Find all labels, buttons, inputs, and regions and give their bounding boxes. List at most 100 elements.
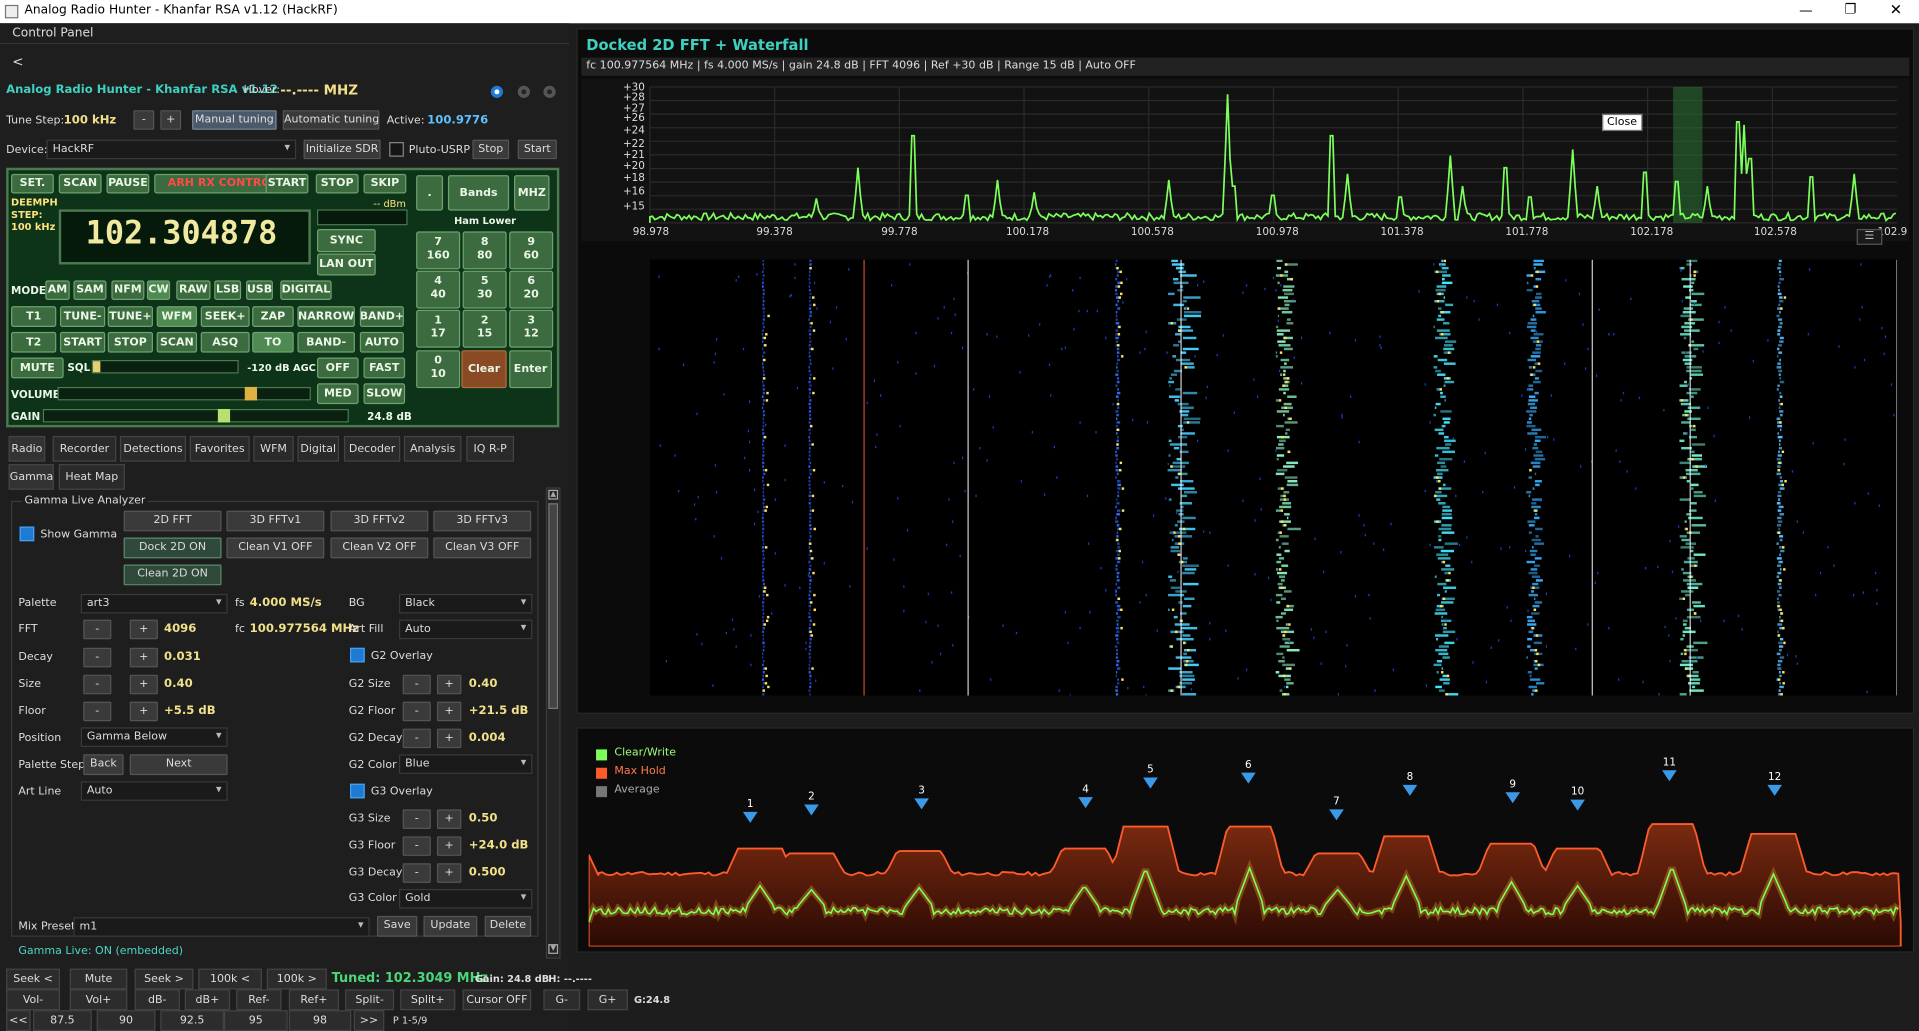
tab[interactable]: Heat Map	[58, 464, 125, 490]
g2decay-plus-button[interactable]: +	[436, 728, 462, 749]
close-tooltip[interactable]: Close	[1602, 113, 1642, 132]
scroll-down-icon[interactable]: ▼	[548, 944, 559, 954]
g2size-plus-button[interactable]: +	[436, 674, 462, 695]
row2-button[interactable]: ASQ	[200, 331, 250, 353]
size-plus-button[interactable]: +	[129, 674, 158, 695]
fft-minus-button[interactable]: -	[83, 619, 112, 640]
floor-plus-button[interactable]: +	[129, 701, 158, 722]
g2size-minus-button[interactable]: -	[402, 674, 431, 695]
row1-button[interactable]: BAND+	[359, 306, 404, 327]
g3size-minus-button[interactable]: -	[402, 809, 431, 829]
g2floor-minus-button[interactable]: -	[402, 701, 431, 722]
mode-button[interactable]: NFM	[111, 280, 145, 301]
tab[interactable]: Detections	[119, 435, 187, 462]
delete-button[interactable]: Delete	[484, 915, 532, 937]
bottom-button[interactable]: <<	[6, 1010, 31, 1031]
mode-button[interactable]: DIGITAL	[280, 280, 332, 301]
fft-plus-button[interactable]: +	[129, 619, 158, 640]
clean-2d-button[interactable]: Clean 2D ON	[123, 564, 222, 586]
tab[interactable]: IQ R-P	[466, 435, 515, 462]
bottom-button[interactable]: 87.5	[33, 1010, 92, 1031]
radio-top-button[interactable]: SCAN	[58, 173, 102, 194]
decay-plus-button[interactable]: +	[129, 647, 158, 668]
g2floor-plus-button[interactable]: +	[436, 701, 462, 722]
keypad-key[interactable]: 6 20	[509, 270, 554, 309]
radio-top-button[interactable]: STOP	[315, 173, 359, 194]
gamma-clean-button[interactable]: Clean V3 OFF	[433, 537, 532, 559]
art-fill-select[interactable]: Auto	[398, 619, 533, 640]
keypad-key[interactable]: 0 10	[416, 350, 461, 389]
keypad-key[interactable]: 4 40	[416, 270, 461, 309]
bottom-button[interactable]: Split-	[345, 989, 395, 1011]
art-line-select[interactable]: Auto	[80, 781, 228, 801]
g2-color-select[interactable]: Blue	[398, 754, 533, 774]
mode-button[interactable]: CW	[146, 280, 171, 301]
mode-button[interactable]: AM	[45, 280, 70, 301]
med-button[interactable]: MED	[316, 383, 359, 405]
bands-button[interactable]: Bands	[447, 175, 510, 211]
row2-button[interactable]: START	[59, 331, 106, 353]
bottom-button[interactable]: 98	[288, 1010, 352, 1031]
palette-next-button[interactable]: Next	[129, 754, 228, 776]
keypad-key[interactable]: 3 12	[509, 309, 554, 348]
bottom-button[interactable]: Mute	[69, 968, 128, 990]
g2-overlay-checkbox[interactable]	[350, 647, 365, 663]
slow-button[interactable]: SLOW	[363, 383, 406, 405]
gamma-clean-button[interactable]: Dock 2D ON	[123, 537, 222, 559]
row1-button[interactable]: NARROW	[297, 306, 355, 327]
scroll-thumb[interactable]	[548, 503, 559, 709]
scrollbar[interactable]: ▲ ▼	[545, 487, 561, 959]
minimize-icon[interactable]: —	[1799, 2, 1813, 19]
show-gamma-checkbox[interactable]	[19, 526, 35, 542]
g3-color-select[interactable]: Gold	[398, 888, 533, 909]
close-icon[interactable]: ✕	[1889, 1, 1903, 19]
bottom-button[interactable]: 95	[223, 1010, 288, 1031]
bottom-button[interactable]: 100k <	[198, 968, 262, 990]
dot-button[interactable]: .	[416, 175, 444, 211]
row1-button[interactable]: TUNE-	[59, 306, 106, 327]
radio-top-button[interactable]: START	[265, 173, 309, 194]
back-icon[interactable]: <	[12, 53, 24, 70]
stop-button[interactable]: Stop	[472, 139, 510, 160]
mix-preset-select[interactable]: m1	[73, 917, 370, 937]
automatic-tuning-button[interactable]: Automatic tuning	[282, 110, 380, 130]
bottom-button[interactable]: Seek >	[134, 968, 194, 990]
gamma-clean-button[interactable]: Clean V1 OFF	[226, 537, 325, 559]
g3floor-minus-button[interactable]: -	[402, 836, 431, 856]
volume-slider-handle[interactable]	[244, 386, 257, 401]
fft-menu-icon[interactable]: ☰	[1856, 228, 1883, 245]
volume-slider-track[interactable]	[57, 386, 311, 401]
keypad-key[interactable]: 9 60	[509, 231, 554, 270]
palette-select[interactable]: art3	[80, 593, 228, 614]
g3decay-plus-button[interactable]: +	[436, 863, 462, 883]
initialize-sdr-button[interactable]: Initialize SDR	[303, 139, 381, 160]
bg-select[interactable]: Black	[398, 593, 533, 614]
sql-slider-track[interactable]	[91, 360, 239, 374]
mhz-button[interactable]: MHZ	[514, 175, 550, 211]
gamma-mode-button[interactable]: 2D FFT	[123, 510, 222, 532]
g3size-plus-button[interactable]: +	[436, 809, 462, 829]
bottom-button[interactable]: dB-	[134, 989, 180, 1011]
row2-button[interactable]: T2	[11, 331, 57, 353]
update-button[interactable]: Update	[423, 915, 478, 937]
manual-tuning-button[interactable]: Manual tuning	[192, 110, 277, 130]
mode-button[interactable]: USB	[246, 280, 273, 301]
palette-back-button[interactable]: Back	[83, 754, 124, 776]
mute-button[interactable]: MUTE	[11, 357, 64, 379]
radio-top-button[interactable]: PAUSE	[106, 173, 150, 194]
radio-top-button[interactable]: SET.	[11, 173, 54, 194]
gamma-mode-button[interactable]: 3D FFTv3	[433, 510, 532, 532]
bottom-button[interactable]: G-	[543, 989, 581, 1011]
radio-top-button[interactable]: ARH RX CONTROL	[154, 173, 292, 194]
bottom-button[interactable]: dB+	[184, 989, 231, 1011]
row1-button[interactable]: T1	[11, 306, 57, 327]
off-button[interactable]: OFF	[316, 357, 359, 379]
row2-button[interactable]: BAND-	[297, 331, 355, 353]
scroll-up-icon[interactable]: ▲	[548, 489, 559, 500]
bottom-button[interactable]: 92.5	[160, 1010, 224, 1031]
gamma-mode-button[interactable]: 3D FFTv2	[330, 510, 429, 532]
maximize-icon[interactable]: ❐	[1844, 1, 1857, 18]
keypad-key[interactable]: 5 30	[462, 270, 507, 309]
row2-button[interactable]: AUTO	[359, 331, 404, 353]
bottom-button[interactable]: Split+	[400, 989, 456, 1011]
